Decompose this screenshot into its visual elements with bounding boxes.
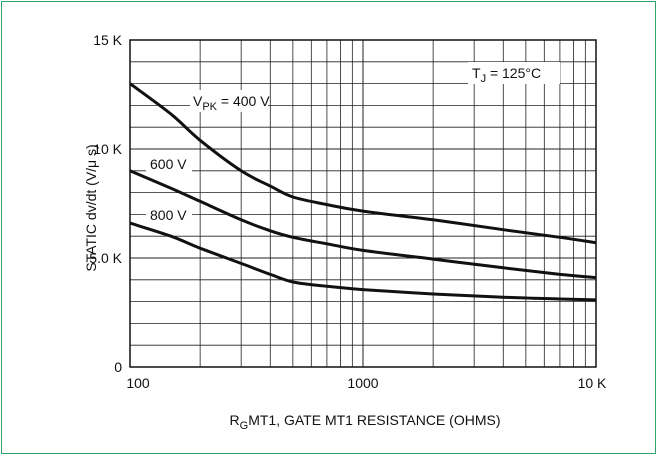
x-axis-title: RGMT1, GATE MT1 RESISTANCE (OHMS) <box>230 412 501 432</box>
temperature-annotation: TJ = 125°C <box>468 62 560 85</box>
series-line-2 <box>129 221 597 302</box>
x-axis-title-sub: G <box>240 420 249 432</box>
annotation-suffix: = 125°C <box>486 65 541 81</box>
svg-text:TJ = 125°C: TJ = 125°C <box>472 65 541 85</box>
grid <box>130 40 596 367</box>
series-line-0 <box>129 82 597 245</box>
y-tick-label-0: 0 <box>114 359 122 375</box>
series-400-suffix: = 400 V <box>217 93 270 109</box>
series-line-1 <box>129 169 597 280</box>
series-label-800v: 800 V <box>146 204 192 226</box>
x-axis-title-rest: MT1, GATE MT1 RESISTANCE (OHMS) <box>248 412 500 428</box>
y-tick-label-1: 5.0 K <box>89 250 122 266</box>
annotation-prefix: T <box>472 65 481 81</box>
y-axis-title: STATIC dv/dt (V/μ s) <box>83 144 99 271</box>
x-tick-label-0: 100 <box>126 375 150 391</box>
series-label-600v: 600 V <box>146 153 192 175</box>
svg-text:VPK = 400 V: VPK = 400 V <box>193 93 270 113</box>
series-800-name: 800 V <box>150 207 187 223</box>
series-400-sub: PK <box>202 101 217 113</box>
series-600-name: 600 V <box>150 156 187 172</box>
series-label-400v: VPK = 400 V <box>190 90 270 113</box>
y-tick-label-2: 10 K <box>93 141 122 157</box>
series-layer <box>129 82 597 302</box>
y-tick-label-3: 15 K <box>93 32 122 48</box>
x-tick-label-1: 1000 <box>347 375 378 391</box>
x-tick-label-2: 10 K <box>578 375 607 391</box>
tick-labels: 100 1000 10 K 0 5.0 K 10 K 15 K <box>89 32 607 391</box>
series-400-name: V <box>193 93 203 109</box>
annotation-sub: J <box>481 73 487 85</box>
x-axis-title-main: R <box>230 412 240 428</box>
plot-border <box>129 39 597 368</box>
